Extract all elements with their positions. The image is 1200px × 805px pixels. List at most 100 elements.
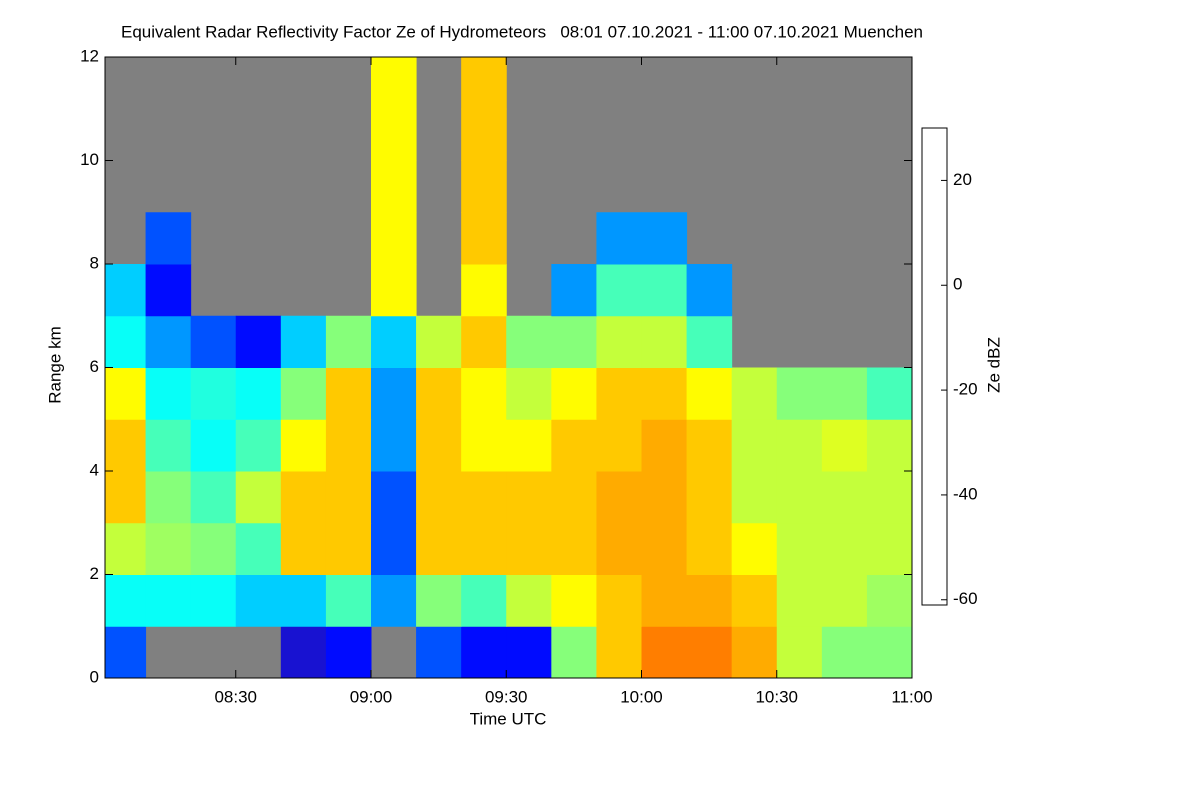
heatmap-cell: [370, 264, 417, 317]
heatmap-cell: [145, 471, 192, 524]
heatmap-cell: [416, 367, 462, 420]
x-tick-label: 08:30: [214, 687, 257, 706]
chart-title: Equivalent Radar Reflectivity Factor Ze …: [121, 22, 923, 41]
colorbar-tick-label: 20: [953, 170, 972, 189]
colorbar-label: Ze dBZ: [984, 337, 1003, 393]
heatmap-cell: [190, 574, 237, 627]
heatmap-cell: [280, 419, 327, 472]
heatmap-cell: [551, 522, 597, 575]
heatmap-cell: [105, 419, 147, 472]
heatmap-cell: [105, 315, 147, 368]
heatmap-cell: [641, 574, 688, 627]
heatmap-cell: [596, 315, 642, 368]
heatmap-cell: [731, 574, 778, 627]
heatmap-cell: [686, 626, 733, 679]
heatmap-cell: [235, 419, 282, 472]
y-tick-label: 4: [90, 460, 99, 479]
heatmap-cell: [776, 471, 823, 524]
heatmap-cell: [731, 626, 778, 679]
heatmap-cell: [776, 522, 823, 575]
heatmap-cell: [641, 626, 688, 679]
heatmap-cell: [105, 574, 147, 627]
heatmap-cell: [551, 626, 597, 679]
heatmap-cell: [105, 626, 147, 679]
heatmap-cell: [596, 471, 642, 524]
heatmap-cell: [416, 626, 462, 679]
heatmap-cell: [325, 367, 372, 420]
heatmap-cell: [190, 315, 237, 368]
heatmap-cell: [776, 574, 823, 627]
x-axis-label: Time UTC: [470, 709, 547, 728]
heatmap-cell: [551, 264, 597, 317]
heatmap-cell: [686, 522, 733, 575]
heatmap-cell: [105, 522, 147, 575]
heatmap-cell: [866, 367, 913, 420]
heatmap-cell: [416, 574, 462, 627]
heatmap-cell: [370, 160, 417, 213]
heatmap-cell: [731, 367, 778, 420]
heatmap-cell: [325, 574, 372, 627]
heatmap-cell: [551, 574, 597, 627]
heatmap-cell: [280, 574, 327, 627]
x-tick-label: 09:00: [350, 687, 393, 706]
heatmap-cell: [461, 522, 507, 575]
heatmap-cell: [551, 367, 597, 420]
heatmap-cell: [280, 522, 327, 575]
heatmap-cell: [596, 626, 642, 679]
heatmap-cell: [821, 419, 868, 472]
heatmap-cell: [105, 367, 147, 420]
heatmap-cell: [866, 574, 913, 627]
heatmap-cell: [461, 419, 507, 472]
heatmap-cell: [461, 471, 507, 524]
heatmap-cell: [145, 522, 192, 575]
x-tick-label: 10:30: [755, 687, 798, 706]
heatmap-cell: [821, 471, 868, 524]
heatmap-cell: [731, 471, 778, 524]
heatmap-cell: [370, 315, 417, 368]
colorbar-tick-label: 0: [953, 275, 962, 294]
heatmap-cell: [190, 367, 237, 420]
heatmap-cell: [821, 574, 868, 627]
heatmap-cell: [370, 108, 417, 161]
x-tick-label: 09:30: [485, 687, 528, 706]
heatmap-cell: [461, 574, 507, 627]
heatmap-cell: [461, 160, 507, 213]
heatmap-cell: [686, 471, 733, 524]
heatmap-cell: [325, 626, 372, 679]
colorbar-tick-label: -40: [953, 484, 978, 503]
heatmap-cell: [821, 367, 868, 420]
heatmap-cell: [866, 626, 913, 679]
heatmap-cell: [821, 626, 868, 679]
heatmap-cell: [641, 367, 688, 420]
heatmap-cell: [551, 419, 597, 472]
x-tick-label: 10:00: [620, 687, 663, 706]
y-tick-label: 0: [90, 667, 99, 686]
heatmap-cell: [235, 315, 282, 368]
heatmap-cell: [370, 212, 417, 265]
colorbar: [921, 127, 948, 606]
heatmap-cell: [641, 315, 688, 368]
heatmap-cell: [506, 626, 552, 679]
heatmap-cell: [145, 212, 192, 265]
heatmap-cell: [280, 626, 327, 679]
y-tick-label: 12: [80, 46, 99, 65]
heatmap-cell: [145, 574, 192, 627]
heatmap-cell: [370, 471, 417, 524]
heatmap-cell: [461, 108, 507, 161]
heatmap-cell: [235, 574, 282, 627]
heatmap-cell: [105, 264, 147, 317]
y-tick-label: 10: [80, 150, 99, 169]
heatmap-cell: [280, 367, 327, 420]
y-tick-label: 8: [90, 253, 99, 272]
heatmap-cell: [686, 574, 733, 627]
heatmap-cell: [866, 419, 913, 472]
heatmap-cell: [235, 522, 282, 575]
heatmap-cell: [461, 315, 507, 368]
heatmap-cell: [551, 315, 597, 368]
heatmap-cell: [325, 419, 372, 472]
heatmap-cell: [370, 419, 417, 472]
heatmap-cell: [280, 471, 327, 524]
heatmap-cell: [731, 522, 778, 575]
heatmap-cell: [145, 264, 192, 317]
